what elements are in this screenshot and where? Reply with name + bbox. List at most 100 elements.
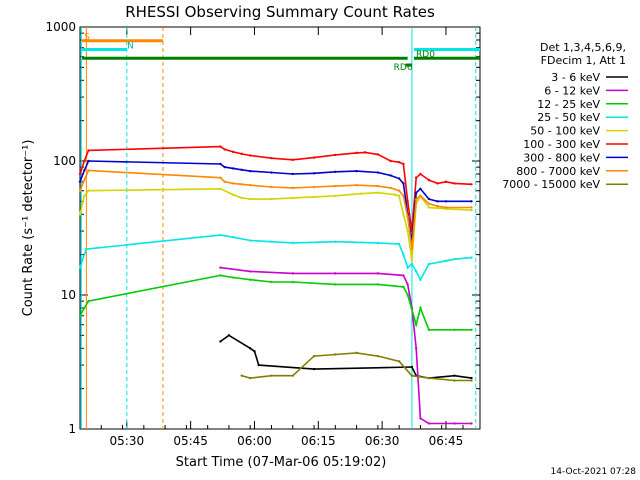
series-point	[402, 285, 405, 289]
series-point	[470, 376, 473, 380]
series-point	[406, 229, 409, 233]
series-point	[270, 156, 273, 160]
x-tick-label: 06:15	[301, 434, 336, 448]
series-point	[397, 160, 401, 164]
series-point	[427, 206, 431, 209]
legend-label: 100 - 300 keV	[523, 138, 600, 151]
series-point	[83, 169, 86, 172]
legend-label: 7000 - 15000 keV	[502, 178, 600, 191]
series-point	[231, 150, 235, 154]
series-point	[249, 239, 252, 242]
series-point	[240, 196, 243, 200]
series-point	[453, 182, 456, 185]
series-point	[240, 183, 243, 186]
series-point	[87, 159, 90, 163]
series-point	[402, 182, 405, 185]
x-tick-label: 06:30	[365, 434, 400, 448]
series-point	[312, 195, 316, 199]
series-point	[78, 189, 82, 192]
series-point	[410, 365, 414, 369]
series-point	[355, 351, 358, 355]
series-point	[419, 194, 422, 197]
series-point	[406, 200, 409, 203]
series-point	[78, 213, 82, 216]
y-tick-label: 100	[53, 154, 76, 168]
series-point	[334, 184, 337, 188]
legend-label: 3 - 6 keV	[551, 71, 600, 84]
series-point	[389, 186, 392, 190]
series-point	[436, 204, 439, 208]
series-point	[78, 180, 82, 183]
series-point	[240, 168, 243, 171]
series-point	[376, 272, 380, 275]
series-point	[406, 283, 409, 286]
series-point	[219, 266, 222, 269]
series-point	[334, 194, 337, 197]
series-point	[444, 259, 448, 262]
series-point	[240, 374, 243, 377]
legend-label: 25 - 50 keV	[537, 111, 600, 124]
series-point	[470, 200, 473, 203]
series-point	[87, 189, 90, 192]
series-point	[83, 178, 86, 182]
series-point	[436, 200, 439, 203]
series-point	[389, 174, 392, 177]
series-point	[355, 169, 358, 173]
series-point	[312, 367, 316, 371]
series-point	[410, 247, 414, 251]
series-point	[436, 182, 439, 185]
status-bar-label: N	[127, 41, 134, 51]
series-point	[419, 172, 422, 176]
series-point	[376, 171, 380, 174]
series-point	[402, 274, 405, 277]
series-point	[231, 193, 235, 196]
y-tick-label: 10	[61, 288, 76, 302]
series-line-4	[79, 234, 472, 282]
series-point	[249, 169, 252, 173]
series-point	[223, 148, 226, 151]
series-point	[249, 347, 252, 350]
series-point	[312, 185, 316, 189]
status-bar-label: RD6	[394, 63, 413, 73]
series-point	[470, 208, 473, 212]
series-point	[219, 187, 222, 191]
series-point	[334, 240, 337, 243]
series-point	[334, 170, 337, 174]
series-point	[414, 270, 418, 273]
series-point	[470, 379, 473, 382]
series-point	[397, 242, 401, 246]
series-point	[427, 178, 431, 182]
series-point	[389, 159, 392, 163]
series-point	[291, 186, 294, 190]
series-point	[231, 167, 235, 170]
series-point	[376, 191, 380, 194]
series-point	[219, 176, 222, 179]
series-point	[223, 180, 226, 183]
series-point	[257, 363, 260, 367]
series-point	[253, 350, 256, 353]
series-point	[270, 374, 273, 377]
series-point	[427, 328, 431, 331]
series-point	[427, 422, 431, 425]
series-point	[231, 235, 235, 239]
legend-label: 300 - 800 keV	[523, 151, 600, 164]
series-point	[249, 197, 252, 201]
series-point	[376, 184, 380, 188]
series-point	[414, 176, 418, 179]
y-axis-label: Count Rate (s⁻¹ detector⁻¹)	[21, 140, 36, 317]
series-point	[249, 154, 252, 157]
series-point	[410, 259, 414, 262]
series-point	[249, 278, 252, 281]
series-point	[291, 196, 294, 200]
y-tick-label: 1000	[45, 20, 76, 34]
series-point	[397, 194, 401, 197]
series-point	[219, 274, 222, 277]
series-point	[453, 422, 456, 425]
series-point	[402, 162, 405, 166]
series-point	[291, 374, 294, 377]
series-point	[376, 354, 380, 358]
series-point	[270, 185, 273, 189]
series-point	[470, 328, 473, 331]
series-point	[427, 202, 431, 205]
